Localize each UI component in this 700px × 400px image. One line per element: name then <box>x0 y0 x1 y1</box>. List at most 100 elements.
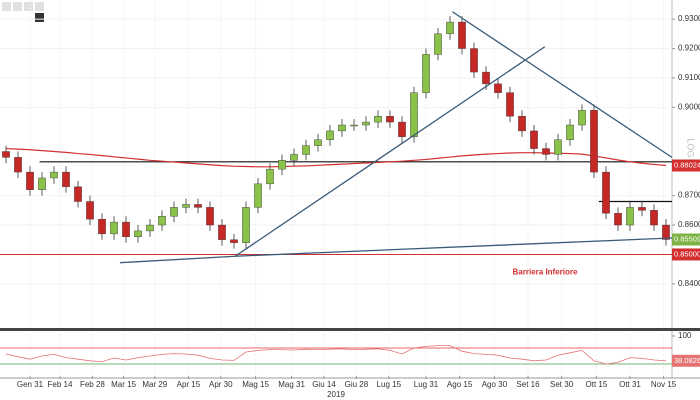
candle-body <box>410 92 418 137</box>
candle-body <box>146 224 154 232</box>
candle-body <box>638 207 646 211</box>
candle-body <box>38 177 46 190</box>
x-tick-label: Nov 15 <box>651 380 677 389</box>
last-price-label: 0.85509 <box>674 234 700 243</box>
x-tick-label: Lug 31 <box>414 380 439 389</box>
y-tick-label: 0.87000 <box>678 191 700 200</box>
candle-body <box>590 110 598 173</box>
candle-body <box>362 121 370 126</box>
candle-body <box>350 124 358 127</box>
x-tick-label: Ago 30 <box>482 380 508 389</box>
candle-body <box>134 230 142 238</box>
candle-body <box>86 201 94 220</box>
candle-body <box>74 186 82 202</box>
candle-body <box>482 71 490 85</box>
x-tick-label: Giu 14 <box>312 380 336 389</box>
x-tick-label: Set 16 <box>516 380 540 389</box>
x-tick-label: Mar 29 <box>142 380 167 389</box>
x-tick-label: Gen 31 <box>17 380 44 389</box>
candle-body <box>434 33 442 55</box>
candle-body <box>206 207 214 226</box>
toolbar[interactable] <box>2 2 44 22</box>
trendline <box>119 237 673 264</box>
x-tick-label: Mag 15 <box>242 380 269 389</box>
candle-body <box>566 124 574 140</box>
candle-body <box>182 204 190 208</box>
candle-body <box>122 221 130 238</box>
candle-body <box>218 224 226 240</box>
candle-body <box>386 115 394 123</box>
candle-body <box>158 216 166 226</box>
candle-body <box>254 183 262 208</box>
candle-body <box>290 154 298 161</box>
x-tick-label: Ott 15 <box>586 380 608 389</box>
candle-body <box>170 207 178 217</box>
candle-body <box>14 157 22 173</box>
rsi-tick-label: 100 <box>678 331 692 340</box>
candle-body <box>530 130 538 149</box>
candle-body <box>62 171 70 187</box>
rsi-value-label: 38.0826 <box>674 356 700 365</box>
barrier-text: Barriera Inferiore <box>513 268 578 277</box>
candle-body <box>398 121 406 137</box>
y-tick-label: 0.93000 <box>678 14 700 23</box>
y-tick-label: 0.91000 <box>678 73 700 82</box>
candle-body <box>578 110 586 126</box>
candle-body <box>554 139 562 155</box>
candle-body <box>602 171 610 214</box>
candle-body <box>242 207 250 243</box>
x-tick-label: Ago 15 <box>447 380 473 389</box>
tool-icon[interactable] <box>35 2 44 11</box>
candle-body <box>50 171 58 179</box>
rsi-line <box>5 345 667 365</box>
candle-body <box>626 207 634 226</box>
tool-icon[interactable] <box>24 2 33 11</box>
x-tick-label: Apr 15 <box>177 380 201 389</box>
x-tick-label: Ott 31 <box>619 380 641 389</box>
candle-body <box>614 213 622 226</box>
candle-body <box>326 130 334 140</box>
candle-body <box>110 221 118 235</box>
panel-separator <box>0 328 700 331</box>
candle-body <box>338 124 346 132</box>
year-label: 2019 <box>327 390 345 399</box>
y-tick-label: 0.86000 <box>678 220 700 229</box>
candle-body <box>266 168 274 185</box>
tool-icon[interactable] <box>13 2 22 11</box>
candle-body <box>494 83 502 93</box>
x-tick-label: Giu 28 <box>345 380 369 389</box>
candle-body <box>302 145 310 155</box>
candle-body <box>458 21 466 49</box>
candle-body <box>26 171 34 190</box>
x-tick-label: Feb 28 <box>80 380 105 389</box>
candle-body <box>194 204 202 208</box>
candle-body <box>662 224 670 240</box>
tool-icon[interactable] <box>2 2 11 11</box>
candle-body <box>278 160 286 170</box>
trendline <box>234 46 546 257</box>
candle-body <box>98 218 106 235</box>
candle-body <box>446 21 454 35</box>
barrier-value-label: 0.85000 <box>674 249 700 258</box>
candle-body <box>2 151 10 158</box>
tool-icon[interactable] <box>35 13 44 22</box>
x-tick-label: Mag 31 <box>278 380 305 389</box>
x-tick-label: Mar 15 <box>111 380 136 389</box>
candle-body <box>374 115 382 123</box>
barrier-value-box <box>672 248 700 261</box>
candle-body <box>506 92 514 117</box>
candle-body <box>650 210 658 226</box>
y-tick-label: 0.90000 <box>678 102 700 111</box>
candle-body <box>470 48 478 73</box>
candle-body <box>542 148 550 155</box>
y-tick-label: 0.84000 <box>678 279 700 288</box>
last-price-box <box>672 233 700 246</box>
scale-label: LOG <box>686 138 696 157</box>
candle-body <box>422 54 430 93</box>
x-tick-label: Feb 14 <box>48 380 73 389</box>
candle-body <box>518 115 526 132</box>
y-tick-label: 0.92000 <box>678 44 700 53</box>
